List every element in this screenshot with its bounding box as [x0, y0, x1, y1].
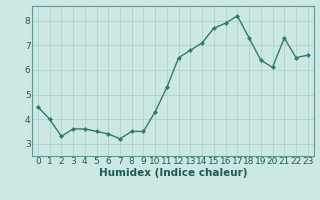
X-axis label: Humidex (Indice chaleur): Humidex (Indice chaleur)	[99, 168, 247, 178]
